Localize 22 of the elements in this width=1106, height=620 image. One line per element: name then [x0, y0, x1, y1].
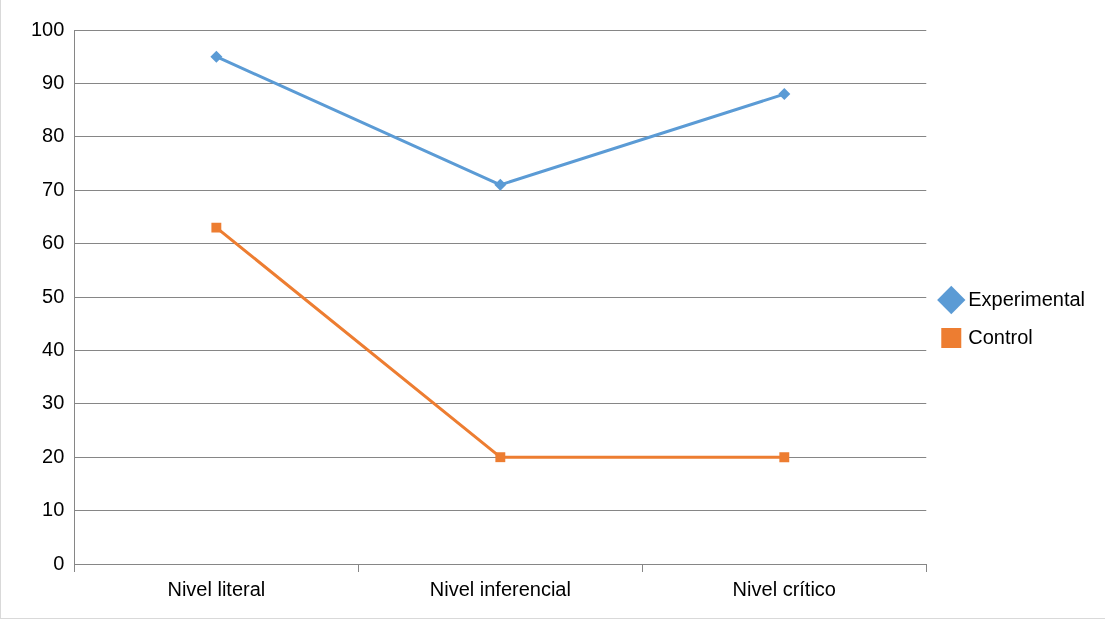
x-tick-label: Nivel inferencial — [429, 577, 571, 600]
y-tick-label: 50 — [42, 284, 65, 307]
point — [211, 222, 222, 233]
point — [778, 88, 791, 101]
point — [495, 452, 506, 463]
point — [779, 452, 790, 463]
y-tick-label: 30 — [42, 391, 65, 414]
y-tick-label: 90 — [42, 70, 65, 93]
y-tick-label: 0 — [53, 551, 65, 574]
legend-label: Experimental — [968, 287, 1085, 310]
legend-label: Control — [968, 325, 1033, 348]
point — [210, 50, 223, 63]
x-tick-label: Nivel literal — [167, 577, 266, 600]
y-tick-label: 40 — [42, 337, 65, 360]
point — [494, 178, 507, 191]
x-tick-label: Nivel crítico — [732, 577, 836, 600]
y-tick-label: 70 — [42, 177, 65, 200]
y-tick-label: 20 — [42, 444, 65, 467]
y-tick-label: 100 — [30, 17, 65, 40]
y-tick-label: 10 — [42, 498, 65, 521]
y-tick-label: 60 — [42, 231, 65, 254]
y-tick-label: 80 — [42, 124, 65, 147]
